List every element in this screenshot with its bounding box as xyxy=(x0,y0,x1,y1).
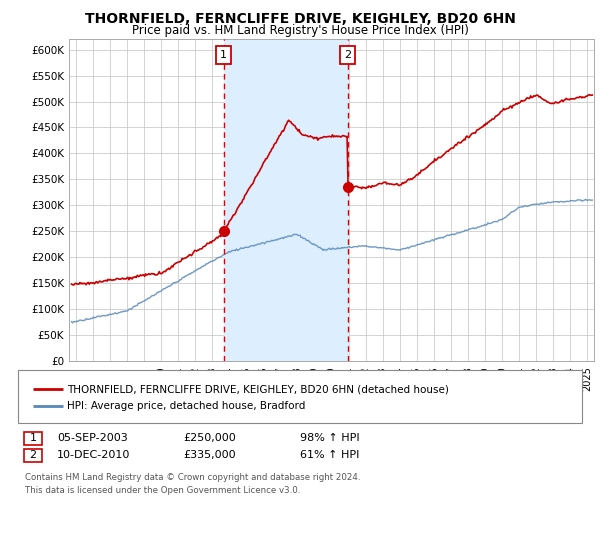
Text: 61% ↑ HPI: 61% ↑ HPI xyxy=(300,450,359,460)
Text: £250,000: £250,000 xyxy=(183,433,236,443)
Text: 1: 1 xyxy=(220,50,227,60)
Text: 98% ↑ HPI: 98% ↑ HPI xyxy=(300,433,359,443)
Text: THORNFIELD, FERNCLIFFE DRIVE, KEIGHLEY, BD20 6HN (detached house): THORNFIELD, FERNCLIFFE DRIVE, KEIGHLEY, … xyxy=(67,384,449,394)
Text: £335,000: £335,000 xyxy=(183,450,236,460)
Text: Price paid vs. HM Land Registry's House Price Index (HPI): Price paid vs. HM Land Registry's House … xyxy=(131,24,469,36)
Text: THORNFIELD, FERNCLIFFE DRIVE, KEIGHLEY, BD20 6HN: THORNFIELD, FERNCLIFFE DRIVE, KEIGHLEY, … xyxy=(85,12,515,26)
Text: 1: 1 xyxy=(29,433,37,443)
Bar xyxy=(224,39,347,361)
Text: 05-SEP-2003: 05-SEP-2003 xyxy=(57,433,128,443)
Text: 10-DEC-2010: 10-DEC-2010 xyxy=(57,450,130,460)
Text: HPI: Average price, detached house, Bradford: HPI: Average price, detached house, Brad… xyxy=(67,401,305,411)
Text: 2: 2 xyxy=(344,50,351,60)
Text: Contains HM Land Registry data © Crown copyright and database right 2024.
This d: Contains HM Land Registry data © Crown c… xyxy=(25,473,361,494)
Text: 2: 2 xyxy=(29,450,37,460)
